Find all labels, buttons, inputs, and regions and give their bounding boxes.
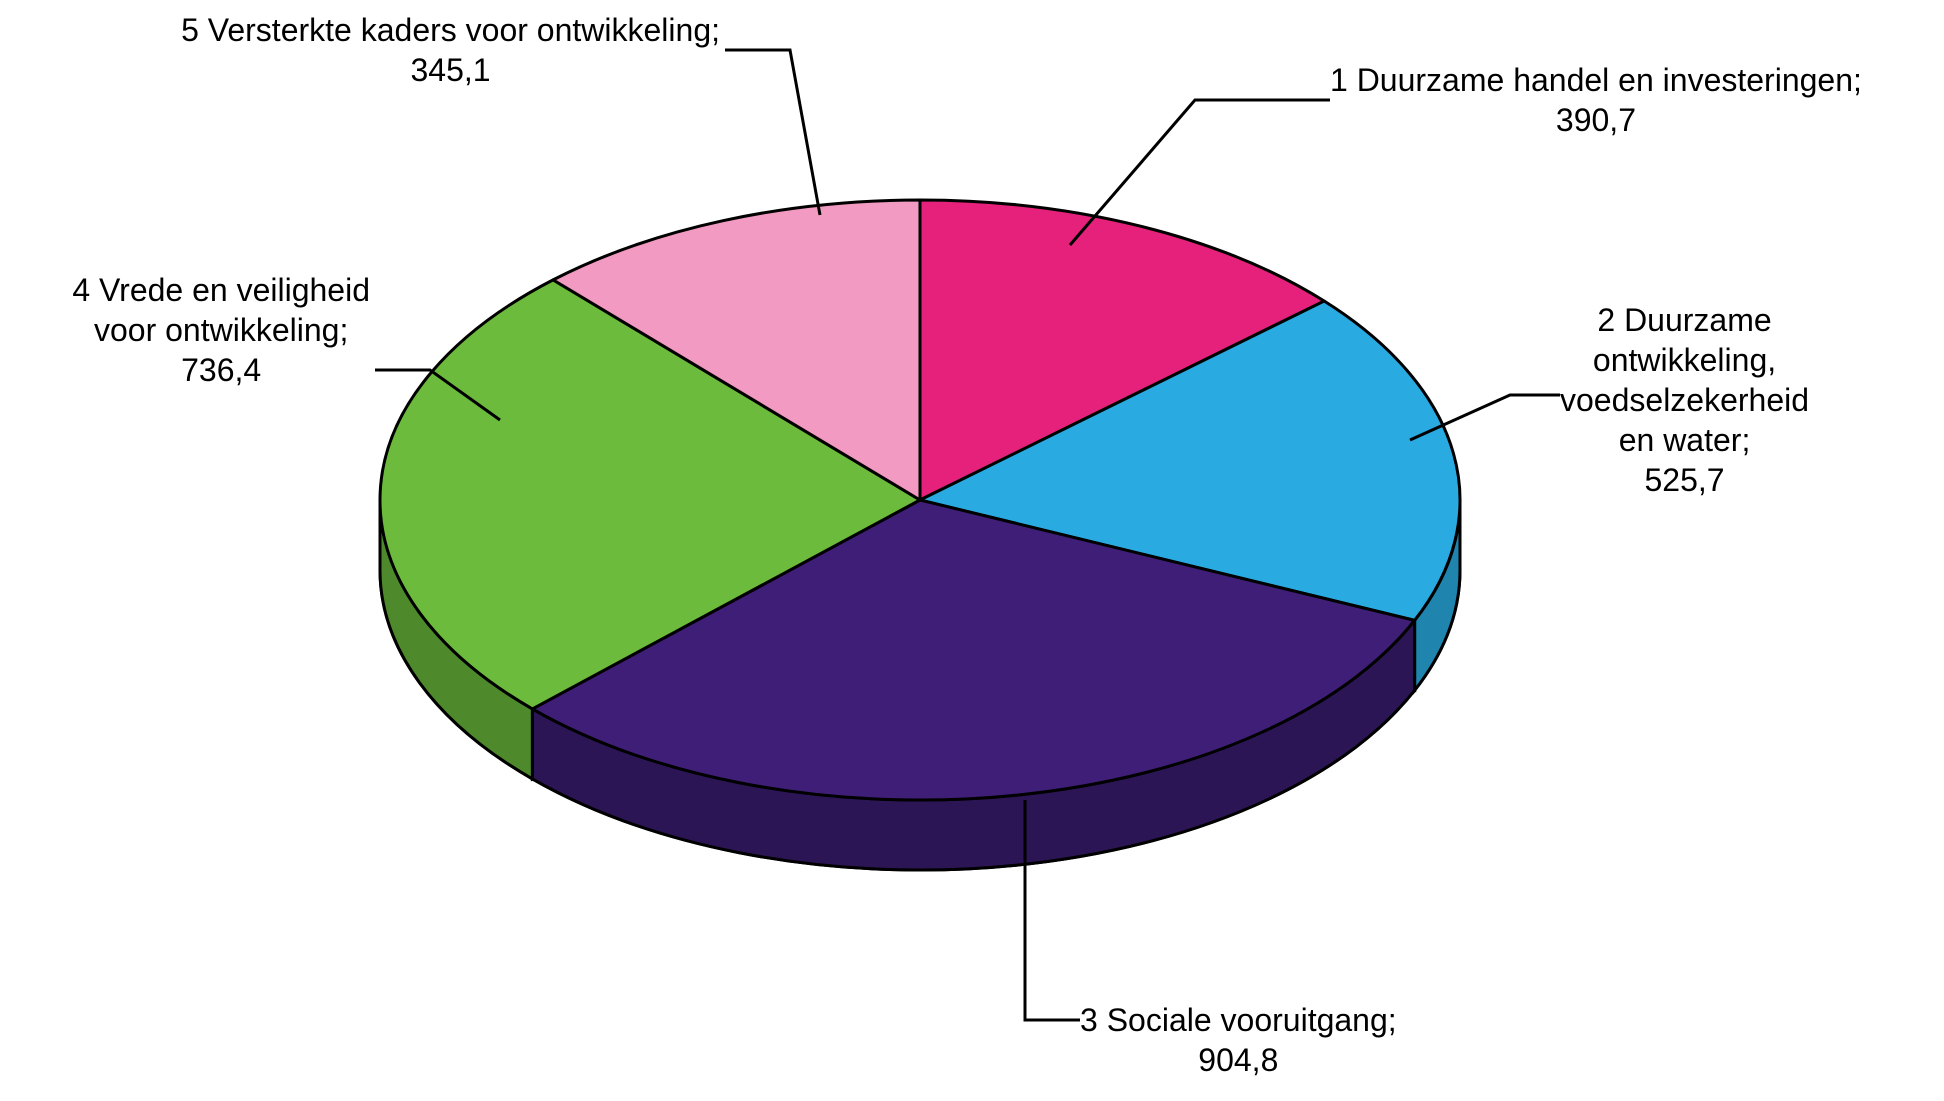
leader-s5 <box>725 50 820 215</box>
label-s4: 4 Vrede en veiligheid voor ontwikkeling;… <box>72 270 370 390</box>
label-s1: 1 Duurzame handel en investeringen; 390,… <box>1330 60 1862 140</box>
pie-chart-svg <box>0 0 1944 1101</box>
label-s2: 2 Duurzame ontwikkeling, voedselzekerhei… <box>1560 300 1809 500</box>
label-s5: 5 Versterkte kaders voor ontwikkeling; 3… <box>181 10 720 90</box>
label-s3: 3 Sociale vooruitgang; 904,8 <box>1080 1000 1397 1080</box>
pie-chart-container: 1 Duurzame handel en investeringen; 390,… <box>0 0 1944 1101</box>
